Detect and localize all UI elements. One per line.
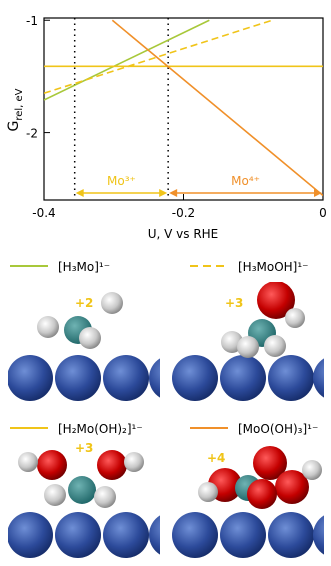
legend-label: [H₃MoOH]¹⁻ (238, 260, 309, 274)
series-line (112, 20, 323, 195)
figure: Grel, eV U, V vs RHE -0.4 -0.2 0 -1 -2 Mo³⁺ Mo… (0, 0, 331, 562)
legend-label: [H₂Mo(OH)₂]¹⁻ (58, 422, 143, 436)
plot-frame (44, 18, 323, 200)
x-tick-label: -0.4 (32, 206, 55, 220)
x-axis-label: U, V vs RHE (148, 227, 219, 241)
arrow-head (159, 189, 167, 197)
series-line (44, 20, 272, 93)
charge-label: +3 (225, 296, 243, 310)
charge-label: +4 (207, 451, 225, 465)
structure-3 (7, 450, 195, 558)
charge-label: +3 (75, 441, 93, 455)
charge-label: +2 (75, 296, 93, 310)
y-label: G (6, 121, 22, 132)
annotation: Mo³⁺ (107, 174, 136, 188)
structure-1 (7, 292, 195, 401)
annotation: Mo⁴⁺ (231, 174, 260, 188)
y-tick-label: -2 (26, 127, 38, 141)
x-tick-label: 0 (319, 206, 327, 220)
x-tick-label: -0.2 (172, 206, 195, 220)
arrow-head (76, 189, 84, 197)
legend-label: [MoO(OH)₃]¹⁻ (238, 422, 318, 436)
arrow-head (314, 189, 322, 197)
structure-2 (172, 281, 331, 401)
y-tick-label: -1 (26, 14, 38, 28)
plot-area (44, 18, 323, 200)
structure-4 (172, 446, 331, 558)
legend-label: [H₃Mo]¹⁻ (58, 260, 110, 274)
y-label-sub: rel, eV (14, 88, 25, 120)
arrow-head (169, 189, 177, 197)
y-axis-label: Grel, eV (6, 88, 25, 131)
